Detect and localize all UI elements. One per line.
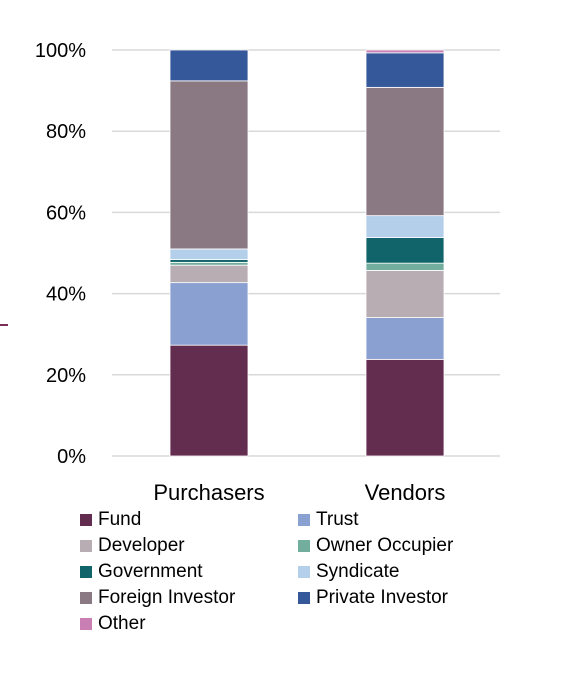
bar-segment-vendors-fund (365, 358, 445, 457)
legend-item-fund: Fund (80, 508, 141, 532)
y-tick-label: 80% (46, 121, 86, 143)
legend-label: Syndicate (316, 561, 400, 582)
left-edge-mark (0, 324, 8, 326)
bar-segment-purchasers-government (169, 259, 249, 263)
bar-segment-vendors-syndicate (365, 215, 445, 238)
legend-swatch (80, 540, 92, 552)
bar-segment-purchasers-foreign-investor (169, 80, 249, 250)
category-labels: Purchasers Vendors (153, 480, 445, 505)
legend-swatch (80, 618, 92, 630)
legend-item-developer: Developer (80, 534, 185, 558)
category-label-purchasers: Purchasers (153, 480, 264, 505)
bar-segment-vendors-government (365, 237, 445, 264)
y-tick-label: 20% (46, 365, 86, 387)
legend-label: Owner Occupier (316, 535, 454, 556)
legend-label: Government (98, 561, 203, 582)
y-tick-label: 60% (46, 202, 86, 224)
category-label-vendors: Vendors (365, 480, 446, 505)
y-tick-label: 0% (57, 446, 86, 468)
legend-swatch (298, 514, 310, 526)
legend-label: Trust (316, 509, 359, 530)
legend-label: Other (98, 613, 146, 634)
bar-segment-vendors-private-investor (365, 52, 445, 88)
legend-swatch (298, 540, 310, 552)
y-axis-tick-labels: 0% 20% 40% 60% 80% 100% (35, 40, 86, 468)
legend-swatch (80, 566, 92, 578)
bar-segment-purchasers-private-investor (169, 49, 249, 82)
bar-segment-vendors-foreign-investor (365, 86, 445, 217)
legend-swatch (298, 566, 310, 578)
y-tick-label: 100% (35, 40, 86, 62)
legend-swatch (298, 592, 310, 604)
bar-segment-purchasers-fund (169, 344, 249, 457)
bars (169, 49, 445, 457)
legend-item-private-investor: Private Investor (298, 586, 448, 610)
y-tick-label: 40% (46, 284, 86, 306)
bar-segment-purchasers-developer (169, 264, 249, 284)
legend-item-government: Government (80, 560, 203, 584)
bar-segment-vendors-owner-occupier (365, 262, 445, 271)
legend-item-other: Other (80, 612, 146, 636)
legend-item-trust: Trust (298, 508, 359, 532)
bar-segment-purchasers-syndicate (169, 248, 249, 260)
legend-swatch (80, 592, 92, 604)
legend-item-foreign-investor: Foreign Investor (80, 586, 235, 610)
bar-segment-vendors-other (365, 49, 445, 54)
bar-segment-purchasers-owner-occupier (169, 261, 249, 266)
legend-label: Private Investor (316, 587, 448, 608)
bar-segment-vendors-developer (365, 270, 445, 318)
bar-segment-vendors-trust (365, 317, 445, 360)
legend-item-syndicate: Syndicate (298, 560, 399, 584)
legend-item-owner-occupier: Owner Occupier (298, 534, 453, 558)
legend-swatch (80, 514, 92, 526)
legend-label: Developer (98, 535, 185, 556)
bar-segment-purchasers-trust (169, 282, 249, 346)
legend-label: Foreign Investor (98, 587, 236, 608)
legend-label: Fund (98, 509, 142, 530)
